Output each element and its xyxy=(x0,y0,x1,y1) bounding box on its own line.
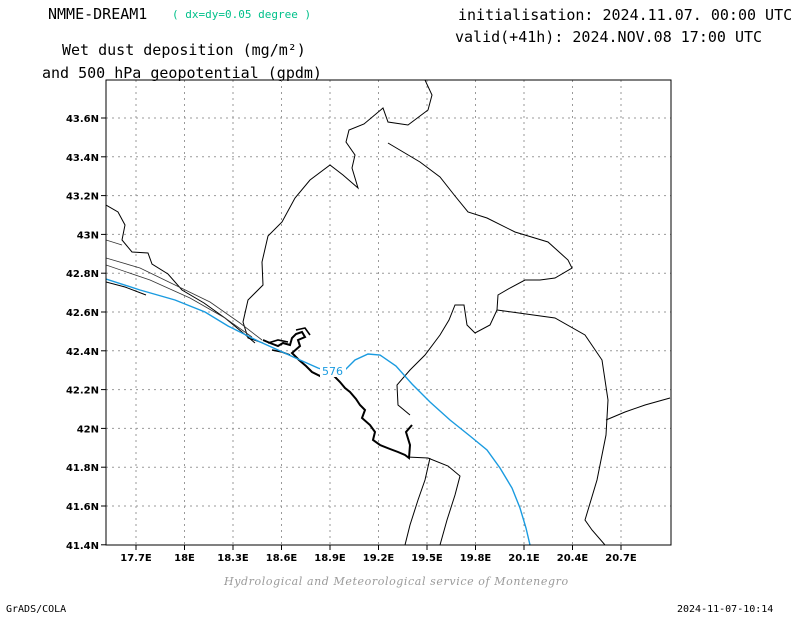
country-border-southeast xyxy=(496,309,609,545)
lat-tick-label: 42.6N xyxy=(66,308,99,319)
field-title-line1: Wet dust deposition (mg/m²) xyxy=(62,41,306,59)
lat-tick-label: 42N xyxy=(77,424,99,435)
coastline-west xyxy=(106,281,147,296)
lat-tick-label: 42.8N xyxy=(66,269,99,280)
model-title: NMME-DREAM1 xyxy=(48,5,148,23)
lon-tick-label: 19.2E xyxy=(363,553,395,564)
lat-tick-label: 43.4N xyxy=(66,153,99,164)
country-border-southwest xyxy=(404,457,431,545)
contour-label: 576 xyxy=(322,365,343,378)
lat-tick-label: 42.2N xyxy=(66,386,99,397)
lat-tick-label: 43.2N xyxy=(66,192,99,203)
lon-tick-label: 18E xyxy=(174,553,195,564)
coastline-montenegro xyxy=(262,330,413,460)
timestamp-label: 2024-11-07-10:14 xyxy=(677,604,774,615)
lon-tick-label: 18.6E xyxy=(266,553,298,564)
lat-tick-label: 41.4N xyxy=(66,541,99,552)
software-label: GrADS/COLA xyxy=(6,604,67,615)
lon-tick-label: 20.1E xyxy=(508,553,540,564)
field-title-line2: and 500 hPa geopotential (gpdm) xyxy=(42,64,322,82)
country-border-south xyxy=(406,456,461,545)
country-border-east xyxy=(387,142,573,416)
lon-tick-label: 19.5E xyxy=(411,553,443,564)
valid-time-label: valid(+41h): 2024.NOV.08 17:00 UTC xyxy=(455,28,763,46)
credit-line: Hydrological and Meteorological service … xyxy=(224,575,569,588)
grid-lines xyxy=(106,80,671,545)
lon-axis: 17.7E 18E 18.3E 18.6E 18.9E 19.2E 19.5E 19.8E 20… xyxy=(120,545,637,564)
coastline-thin xyxy=(106,239,263,341)
lat-tick-label: 41.8N xyxy=(66,463,99,474)
geopotential-contour-576 xyxy=(106,278,531,545)
lon-tick-label: 18.9E xyxy=(314,553,346,564)
lat-tick-label: 41.6N xyxy=(66,502,99,513)
lon-tick-label: 17.7E xyxy=(120,553,152,564)
lat-tick-label: 43N xyxy=(77,230,99,241)
lon-tick-label: 20.4E xyxy=(557,553,589,564)
country-border-far-east xyxy=(605,397,671,421)
lon-tick-label: 18.3E xyxy=(217,553,249,564)
resolution-label: ( dx=dy=0.05 degree ) xyxy=(172,8,312,21)
lon-tick-label: 19.8E xyxy=(460,553,492,564)
coastline-montenegro-bay xyxy=(267,327,311,356)
country-border-north xyxy=(242,80,433,344)
lat-axis: 43.6N 43.4N 43.2N 43N 42.8N 42.6N 42.4N 42.2N 42… xyxy=(66,114,106,552)
lat-tick-label: 42.4N xyxy=(66,347,99,358)
initialisation-label: initialisation: 2024.11.07. 00:00 UTC xyxy=(458,6,793,24)
lon-tick-label: 20.7E xyxy=(605,553,637,564)
lat-tick-label: 43.6N xyxy=(66,114,99,125)
